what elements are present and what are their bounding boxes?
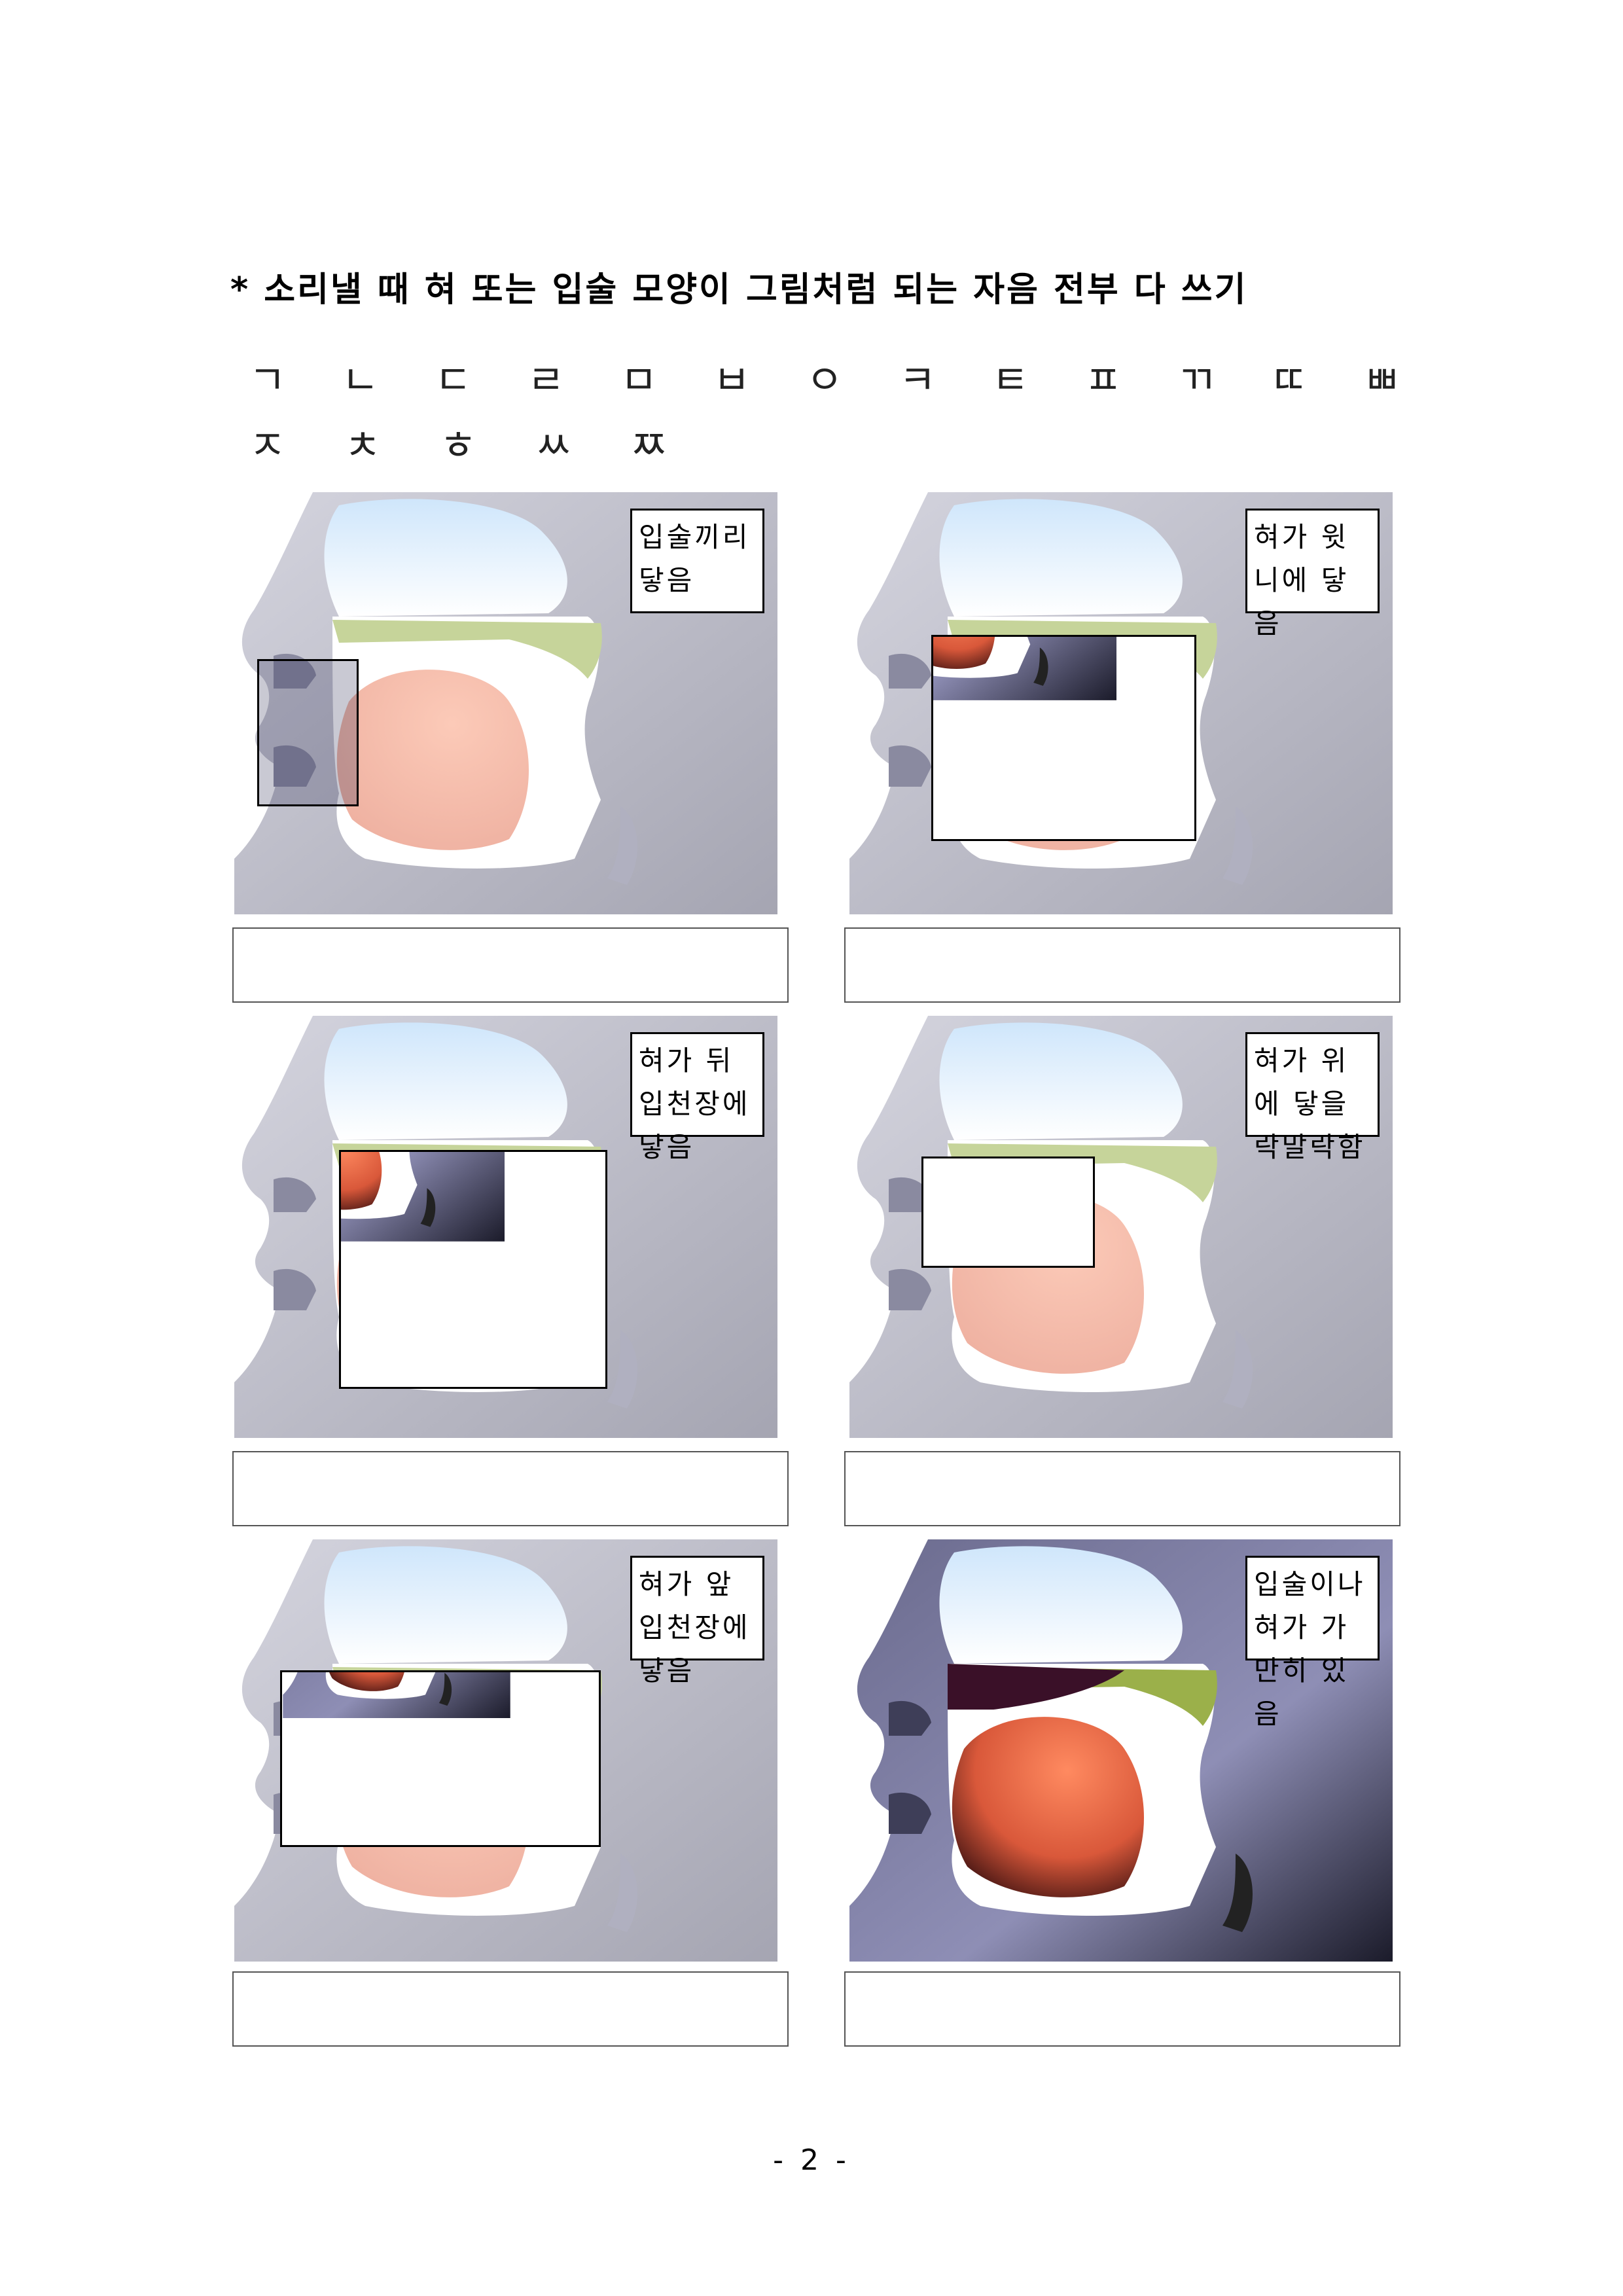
- answer-box-6[interactable]: [844, 1971, 1400, 2047]
- articulation-caption: 입술이나 혀가 가만히 있음: [1245, 1556, 1380, 1730]
- highlight-box: [257, 659, 359, 806]
- consonant: ㄹ: [527, 356, 565, 404]
- articulation-caption: 혀가 위에 닿을락말락함: [1245, 1032, 1380, 1163]
- consonant: ㅇ: [806, 356, 844, 404]
- consonant: ㅍ: [1084, 356, 1122, 404]
- consonant: ㅋ: [899, 356, 936, 404]
- articulation-caption: 입술끼리 닿음: [630, 509, 764, 613]
- highlight-box: [931, 635, 1196, 841]
- articulation-diagram-2: 혀가 윗니에 닿음: [849, 492, 1393, 914]
- consonant: ㅂ: [713, 356, 751, 404]
- worksheet-instruction: * 소리낼 때 혀 또는 입술 모양이 그림처럼 되는 자음 전부 다 쓰기: [230, 270, 1248, 310]
- answer-box-3[interactable]: [232, 1451, 789, 1526]
- consonant-list-row-1: ㄱ ㄴ ㄷ ㄹ ㅁ ㅂ ㅇ ㅋ ㅌ ㅍ ㄲ ㄸ ㅃ: [249, 347, 1400, 406]
- consonant: ㄲ: [1177, 356, 1215, 404]
- consonant-list-row-2: ㅈ ㅊ ㅎ ㅆ ㅉ: [249, 412, 668, 471]
- answer-box-5[interactable]: [232, 1971, 789, 2047]
- answer-box-2[interactable]: [844, 927, 1400, 1003]
- articulation-diagram-6: 입술이나 혀가 가만히 있음: [849, 1539, 1393, 1962]
- consonant: ㄷ: [434, 356, 472, 404]
- articulation-diagram-5: 혀가 앞입천장에 닿음: [234, 1539, 777, 1962]
- consonant: ㅃ: [1363, 356, 1400, 404]
- articulation-caption: 혀가 뒤입천장에 닿음: [630, 1032, 764, 1163]
- consonant: ㅆ: [535, 422, 573, 469]
- consonant: ㅈ: [249, 422, 287, 469]
- consonant: ㅌ: [991, 356, 1029, 404]
- articulation-diagram-3: 혀가 뒤입천장에 닿음: [234, 1016, 777, 1438]
- articulation-diagram-1: 입술끼리 닿음: [234, 492, 777, 914]
- answer-box-1[interactable]: [232, 927, 789, 1003]
- articulation-diagram-4: 혀가 위에 닿을락말락함: [849, 1016, 1393, 1438]
- highlight-box: [280, 1670, 601, 1847]
- consonant: ㄴ: [341, 356, 379, 404]
- consonant: ㄱ: [249, 356, 287, 404]
- consonant: ㅉ: [630, 422, 668, 469]
- consonant: ㅊ: [344, 422, 382, 469]
- articulation-caption: 혀가 윗니에 닿음: [1245, 509, 1380, 639]
- consonant: ㅎ: [439, 422, 477, 469]
- answer-box-4[interactable]: [844, 1451, 1400, 1526]
- articulation-caption: 혀가 앞입천장에 닿음: [630, 1556, 764, 1687]
- consonant: ㅁ: [620, 356, 658, 404]
- highlight-box: [339, 1150, 607, 1389]
- highlight-box: [921, 1157, 1095, 1268]
- page-number: - 2 -: [773, 2144, 850, 2177]
- consonant: ㄸ: [1270, 356, 1308, 404]
